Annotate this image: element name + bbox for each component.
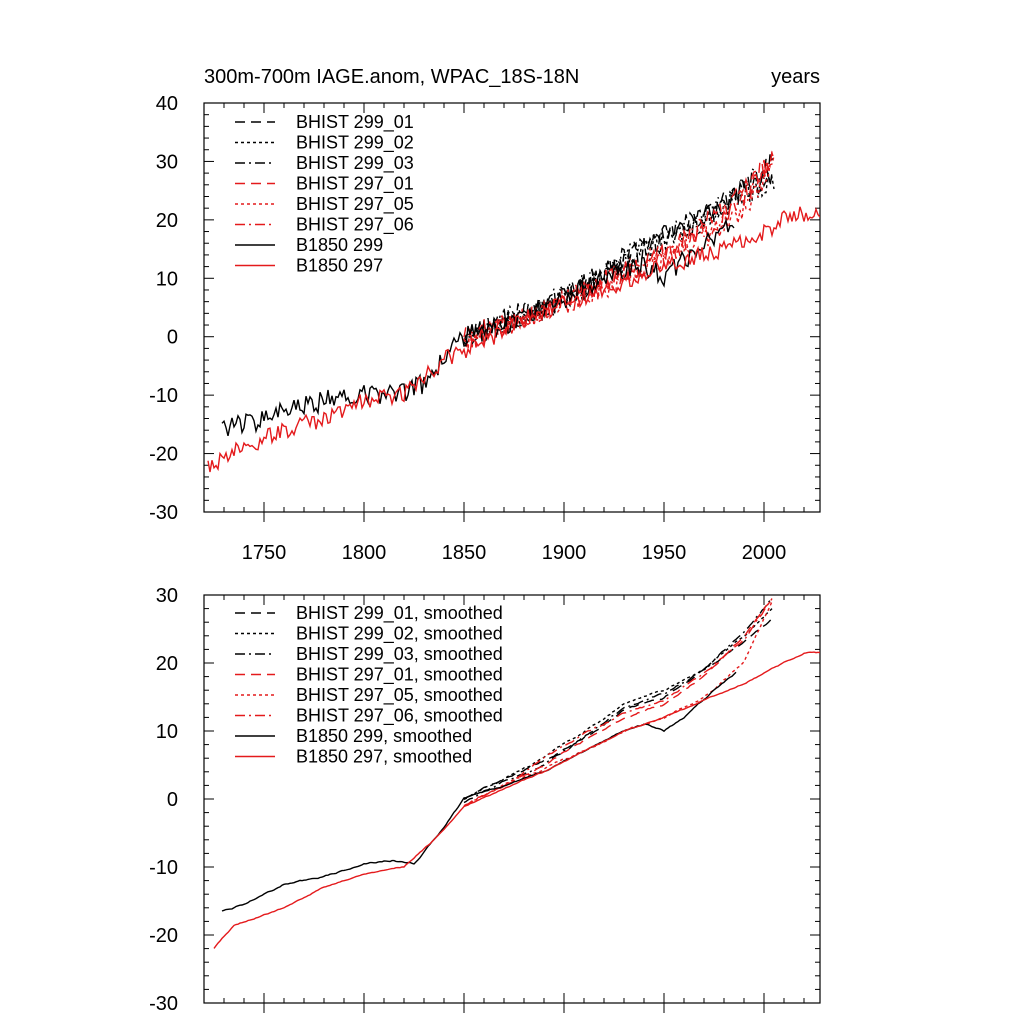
series-line [213, 651, 820, 949]
y-tick-label: -20 [149, 925, 178, 947]
legend-label: B1850 299, smoothed [296, 726, 472, 746]
series-line [463, 601, 773, 807]
y-tick-label: 10 [156, 268, 178, 290]
legend-label: BHIST 297_05, smoothed [296, 685, 503, 706]
series-line [463, 608, 773, 800]
plot-units: years [771, 66, 820, 88]
x-tick-label: 1950 [642, 542, 687, 564]
y-tick-label: -30 [149, 993, 178, 1015]
series-line [463, 154, 775, 342]
series-line [463, 618, 773, 800]
legend-label: BHIST 299_03, smoothed [296, 644, 503, 665]
legend-label: BHIST 299_01, smoothed [296, 603, 503, 624]
series-line [221, 671, 737, 912]
x-tick-label: 1850 [442, 542, 487, 564]
y-tick-label: -10 [149, 857, 178, 879]
y-tick-label: -30 [149, 502, 178, 524]
plot-title: 300m-700m IAGE.anom, WPAC_18S-18N [204, 66, 579, 88]
series-line [207, 206, 820, 473]
y-tick-label: 30 [156, 151, 178, 173]
legend-label: BHIST 297_05 [296, 194, 414, 215]
series-group [213, 597, 820, 949]
x-tick-label: 1750 [242, 542, 287, 564]
y-tick-label: 10 [156, 721, 178, 743]
plot-frame [203, 102, 821, 513]
legend-label: BHIST 299_02 [296, 133, 414, 154]
legend-label: B1850 297, smoothed [296, 747, 472, 767]
legend-label: BHIST 297_06 [296, 215, 414, 236]
y-tick-label: 40 [156, 93, 178, 115]
y-tick-label: 0 [167, 327, 178, 349]
legend-label: BHIST 299_01 [296, 112, 414, 133]
series-line [463, 173, 775, 342]
legend-label: BHIST 297_01 [296, 174, 414, 195]
y-tick-label: 20 [156, 210, 178, 232]
series-line [463, 598, 773, 807]
series-line [221, 217, 735, 437]
legend-label: BHIST 297_01, smoothed [296, 665, 503, 686]
top-panel: -30 -20 -10 0 10 20 30 40 1750 1800 1850 1900 1950 20… [149, 93, 821, 564]
y-tick-label: 30 [156, 585, 178, 607]
x-tick-label: 1800 [342, 542, 387, 564]
y-tick-label: -20 [149, 444, 178, 466]
x-tick-label: 1900 [542, 542, 587, 564]
legend-label: B1850 299 [296, 235, 383, 255]
series-line [463, 597, 773, 804]
legend-label: B1850 297 [296, 256, 383, 276]
legend-label: BHIST 299_03 [296, 153, 414, 174]
y-tick-label: 0 [167, 789, 178, 811]
series-group [207, 149, 820, 473]
y-tick-label: 20 [156, 653, 178, 675]
legend-label: BHIST 299_02, smoothed [296, 624, 503, 645]
series-line [463, 598, 773, 807]
legend-label: BHIST 297_06, smoothed [296, 706, 503, 727]
y-tick-label: -10 [149, 385, 178, 407]
x-tick-label: 2000 [742, 542, 787, 564]
